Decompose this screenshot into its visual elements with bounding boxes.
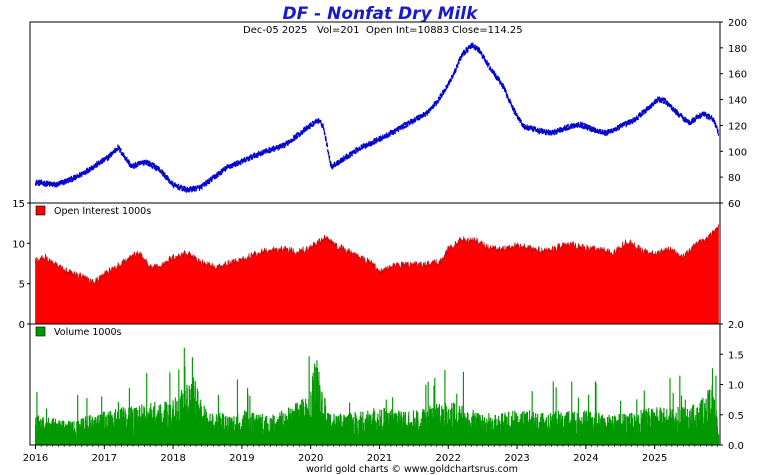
x-tick-label: 2022 [436, 453, 461, 464]
open-interest-legend-label: Open Interest 1000s [54, 206, 151, 217]
subtitle-date: Dec-05 2025 [243, 25, 307, 36]
x-tick-label: 2018 [160, 453, 185, 464]
price-y-tick-label: 160 [728, 70, 747, 81]
chart-title: DF - Nonfat Dry Milk [283, 4, 480, 24]
x-tick-label: 2017 [92, 453, 117, 464]
open-interest-y-tick-label: 0 [19, 320, 25, 331]
price-y-tick-label: 60 [728, 199, 741, 210]
price-y-tick-label: 100 [728, 147, 747, 158]
price-y-tick-label: 140 [728, 96, 747, 107]
volume-y-tick-label: 2.0 [728, 320, 744, 331]
price-y-tick-label: 120 [728, 121, 747, 132]
x-tick-label: 2021 [367, 453, 392, 464]
open-interest-y-tick-label: 10 [12, 239, 25, 250]
price-y-tick-label: 200 [728, 18, 747, 29]
open-interest-panel: 0 5 10 15 [12, 199, 721, 331]
footer-credit: world gold charts © www.goldchartsrus.co… [306, 464, 518, 475]
volume-legend-label: Volume 1000s [54, 327, 122, 338]
price-panel: 60 80 100 120 140 160 180 200 [29, 18, 747, 210]
volume-y-tick-label: 1.0 [728, 381, 744, 392]
volume-y-tick-label: 0.5 [728, 411, 744, 422]
x-tick-label: 2020 [298, 453, 323, 464]
volume-y-tick-label: 0.0 [728, 441, 744, 452]
volume-legend-swatch [35, 326, 46, 337]
volume-panel: 0.0 0.5 1.0 1.5 2.0 [29, 320, 744, 452]
x-tick-label: 2024 [573, 453, 598, 464]
open-interest-legend-swatch [35, 205, 46, 216]
x-tick-label: 2025 [642, 453, 667, 464]
volume-y-tick-label: 1.5 [728, 350, 744, 361]
price-y-tick-label: 80 [728, 173, 741, 184]
price-y-tick-label: 180 [728, 44, 747, 55]
subtitle-close: Close=114.25 [452, 25, 523, 36]
x-tick-label: 2016 [23, 453, 48, 464]
open-interest-y-tick-label: 5 [19, 280, 25, 291]
subtitle-open-interest: Open Int=10883 [366, 25, 449, 36]
subtitle-volume: Vol=201 [317, 25, 359, 36]
x-tick-label: 2019 [229, 453, 254, 464]
open-interest-area [35, 224, 719, 325]
x-tick-label: 2023 [504, 453, 529, 464]
x-axis: 2016 2017 2018 2019 2020 2021 2022 2023 2024 2025 [23, 445, 719, 464]
open-interest-y-tick-label: 15 [12, 199, 25, 210]
